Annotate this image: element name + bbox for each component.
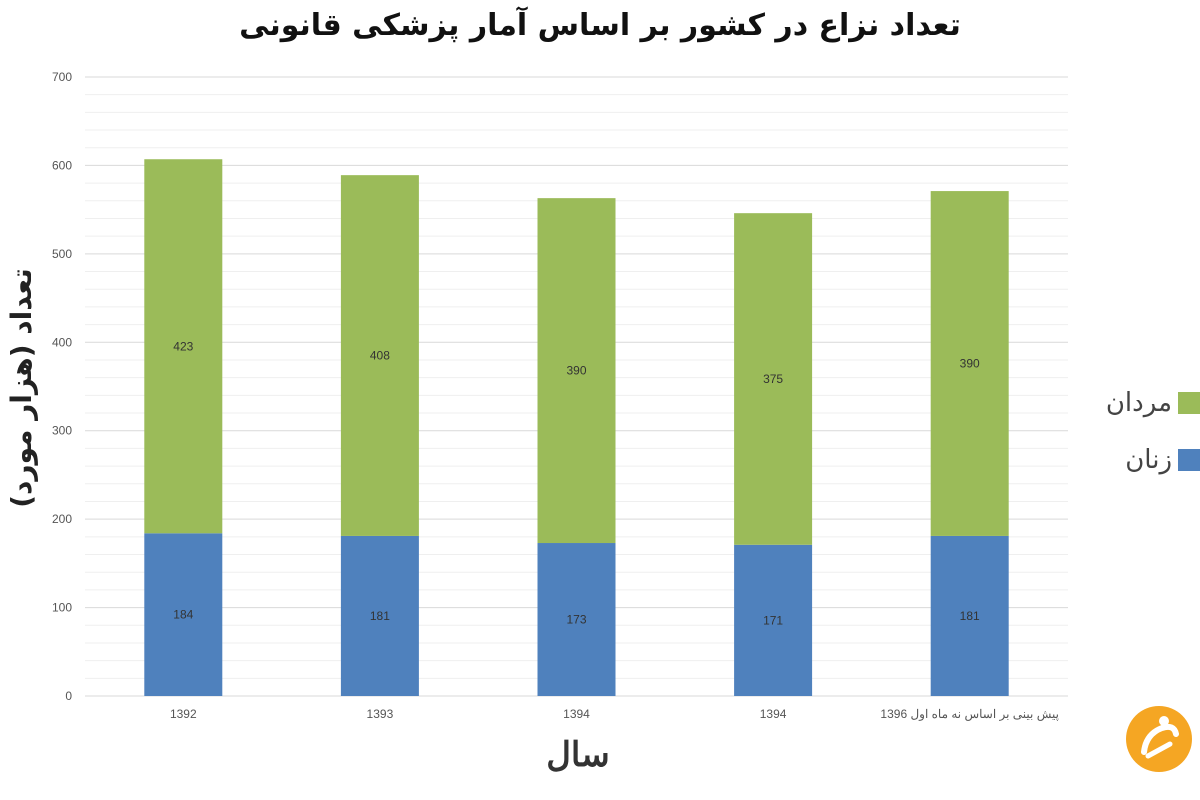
- legend-item-women: زنان: [1096, 445, 1200, 475]
- y-tick-label: 200: [52, 512, 72, 526]
- legend-label-men: مردان: [1105, 388, 1172, 418]
- data-label: 408: [370, 349, 390, 363]
- legend-swatch-women: [1178, 449, 1200, 471]
- bars: [144, 159, 1009, 696]
- bar-women: [144, 533, 223, 696]
- x-axis-title: سال: [546, 735, 610, 775]
- bar-men: [537, 198, 616, 544]
- data-label: 390: [566, 364, 586, 378]
- y-axis-title: تعداد (هزار مورد): [5, 268, 38, 508]
- data-label: 173: [566, 613, 586, 627]
- legend-swatch-men: [1178, 392, 1200, 414]
- bar-men: [340, 175, 419, 536]
- data-label: 171: [763, 613, 783, 627]
- bar-women: [537, 543, 616, 696]
- x-tick-label: پیش بینی بر اساس نه ماه اول 1396: [880, 707, 1059, 721]
- y-tick-label: 100: [52, 601, 72, 615]
- bar-women: [734, 544, 813, 696]
- data-label: 375: [763, 372, 783, 386]
- data-label: 184: [173, 608, 193, 622]
- y-tick-label: 400: [52, 335, 72, 349]
- data-label: 390: [960, 357, 980, 371]
- x-tick-label: 1392: [170, 707, 197, 721]
- y-tick-label: 300: [52, 424, 72, 438]
- y-tick-label: 700: [52, 70, 72, 84]
- legend-item-men: مردان: [1096, 388, 1200, 418]
- x-tick-label: 1394: [563, 707, 590, 721]
- y-tick-label: 0: [65, 689, 72, 703]
- brand-logo-icon: [1126, 706, 1192, 772]
- chart-title: تعداد نزاع در کشور بر اساس آمار پزشکی قا…: [239, 8, 961, 43]
- data-label: 181: [370, 609, 390, 623]
- data-labels: 184 423 181 408 173 390 171 375 181 390: [173, 339, 980, 627]
- bar-women: [340, 535, 419, 696]
- y-tick-label: 600: [52, 158, 72, 172]
- bar-women: [930, 535, 1009, 696]
- y-axis-ticks: 0 100 200 300 400 500 600 700: [52, 70, 72, 703]
- bar-men: [144, 159, 223, 534]
- bar-men: [734, 213, 813, 545]
- y-tick-label: 500: [52, 247, 72, 261]
- x-tick-label: 1393: [367, 707, 394, 721]
- bar-men: [930, 191, 1009, 536]
- data-label: 423: [173, 339, 193, 353]
- legend-label-women: زنان: [1125, 445, 1172, 475]
- x-axis-ticks: 1392 1393 1394 1394 پیش بینی بر اساس نه ماه …: [170, 707, 1059, 721]
- x-tick-label: 1394: [760, 707, 787, 721]
- data-label: 181: [960, 609, 980, 623]
